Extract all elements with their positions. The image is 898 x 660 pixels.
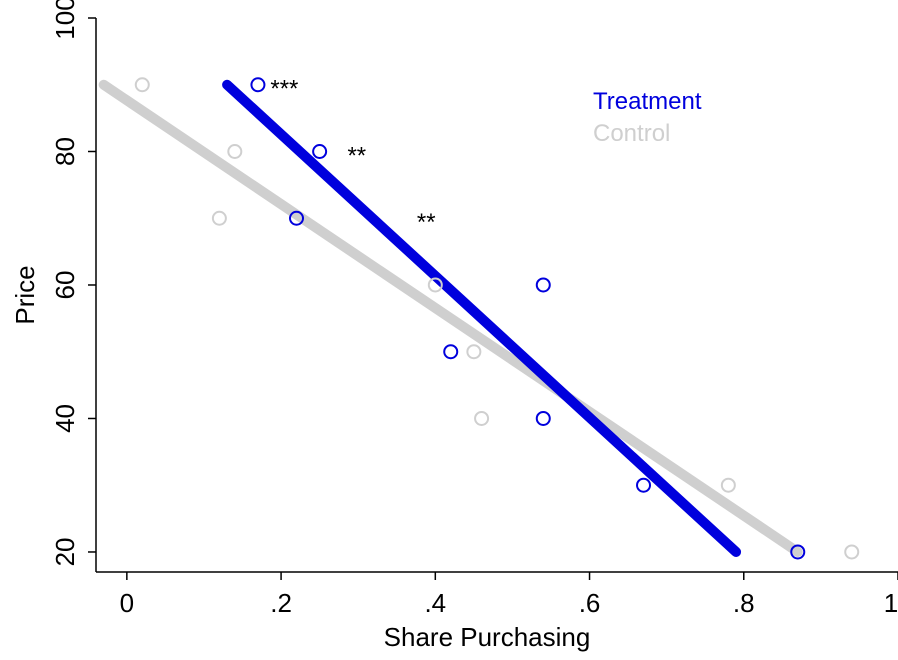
point-treatment (443, 344, 459, 360)
y-axis-label: Price (10, 265, 40, 324)
point-treatment (250, 77, 266, 93)
x-tick-label: .6 (579, 588, 601, 618)
x-axis-label: Share Purchasing (384, 622, 591, 652)
legend-entry: Control (593, 120, 670, 147)
point-treatment (312, 143, 328, 159)
x-tick-label: .8 (733, 588, 755, 618)
axes: 0 .2 .4 .6 .8 1 20 40 60 80 100 (50, 0, 898, 618)
y-tick-label: 20 (50, 538, 80, 567)
x-tick-label: 0 (120, 588, 134, 618)
y-ticks: 20 40 60 80 100 (50, 0, 96, 566)
point-control (134, 77, 150, 93)
data-points (134, 77, 860, 560)
x-tick-label: 1 (884, 588, 898, 618)
point-treatment (636, 477, 652, 493)
point-treatment (289, 210, 304, 226)
point-treatment (790, 544, 806, 560)
point-control (427, 277, 443, 293)
fit-line-control (98, 79, 803, 557)
point-control (720, 477, 736, 493)
point-control (466, 344, 482, 360)
significance-annotation: ** (347, 142, 366, 169)
point-control (474, 410, 490, 426)
point-control (844, 544, 860, 560)
significance-annotation: *** (270, 76, 298, 103)
legend-entry: Treatment (593, 88, 702, 115)
y-tick-label: 60 (50, 271, 80, 300)
y-tick-label: 100 (50, 0, 80, 40)
y-tick-label: 40 (50, 404, 80, 433)
point-treatment (535, 410, 551, 426)
point-treatment (535, 277, 551, 293)
point-control (211, 210, 227, 226)
x-ticks: 0 .2 .4 .6 .8 1 (120, 572, 898, 618)
fit-lines (98, 79, 803, 557)
point-control (227, 143, 243, 159)
legend: Treatment Control (593, 88, 702, 147)
y-tick-label: 80 (50, 137, 80, 166)
significance-annotation: ** (417, 209, 436, 236)
significance-annotations: ******* (270, 76, 435, 236)
fit-line-treatment (222, 79, 742, 557)
x-tick-label: .2 (270, 588, 292, 618)
x-tick-label: .4 (424, 588, 446, 618)
